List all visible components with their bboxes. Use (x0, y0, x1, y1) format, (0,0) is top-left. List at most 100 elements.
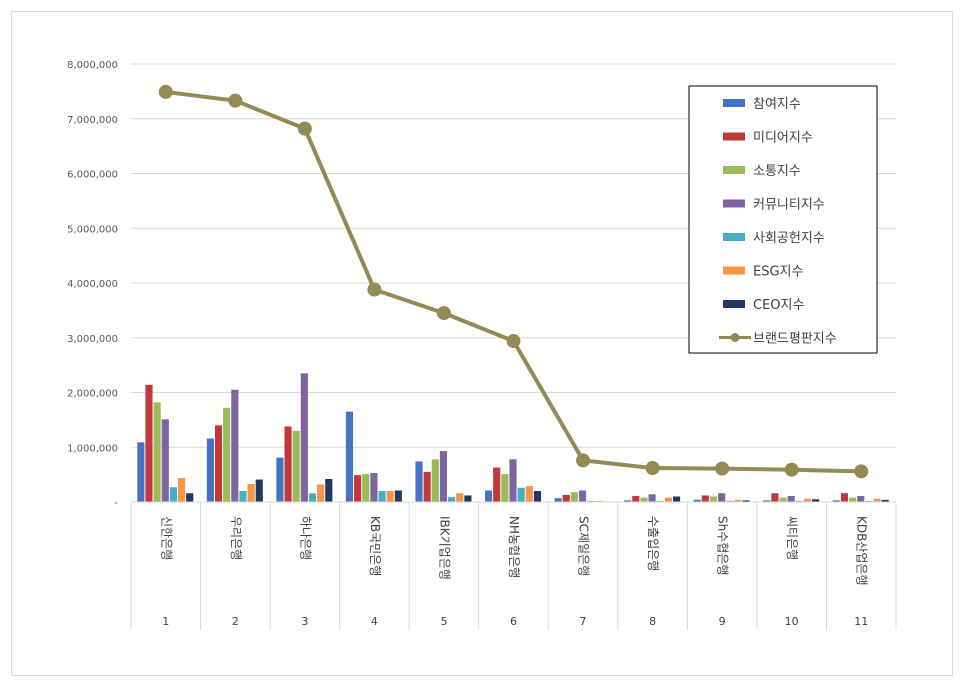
legend-label: 미디어지수 (753, 131, 813, 146)
bar (701, 495, 709, 502)
bar (832, 500, 840, 502)
x-tick-label: 6 (510, 615, 517, 628)
bar (484, 490, 493, 502)
bar-series (137, 373, 889, 502)
bar (771, 493, 779, 502)
legend-label: 브랜드평판지수 (753, 332, 837, 347)
x-category-name: KDB산업은행 (855, 516, 870, 586)
bar (648, 494, 656, 502)
bar (501, 474, 509, 502)
bar (137, 442, 145, 502)
line-point (784, 462, 799, 477)
bar (284, 426, 292, 502)
bar (533, 491, 542, 502)
bar (763, 500, 771, 502)
legend-label: 소통지수 (753, 164, 801, 179)
bar (255, 479, 263, 502)
bar (145, 384, 153, 502)
y-tick-label: 6,000,000 (67, 170, 118, 181)
legend-box (688, 85, 878, 354)
bar (169, 487, 177, 502)
legend-swatch (723, 166, 745, 174)
x-category-name: 씨티은행 (785, 516, 800, 560)
bar (624, 500, 632, 502)
bar (161, 419, 169, 502)
y-tick-label: - (114, 498, 118, 509)
bar (354, 475, 362, 502)
bar (672, 496, 681, 502)
bar (415, 461, 423, 502)
line-series (158, 84, 869, 479)
line-point (436, 306, 451, 321)
legend-label: 참여지수 (753, 97, 801, 112)
line-point (228, 93, 243, 108)
x-category-name: 신한은행 (159, 516, 174, 560)
y-tick-label: 1,000,000 (67, 443, 118, 454)
bar (849, 497, 857, 502)
bar (464, 495, 472, 502)
y-tick-label: 4,000,000 (67, 279, 118, 290)
legend-swatch (723, 132, 745, 141)
x-tick-label: 2 (232, 615, 239, 628)
legend-label: 사회공헌지수 (753, 231, 825, 246)
bar (787, 495, 795, 502)
x-category-name: KB국민은행 (368, 516, 383, 576)
bar (214, 425, 223, 502)
bar (726, 500, 734, 502)
x-category-name: NH농협은행 (507, 516, 522, 578)
bar (448, 497, 456, 502)
x-tick-label: 8 (649, 615, 656, 628)
x-category-name: 하나은행 (298, 516, 313, 560)
y-tick-label: 5,000,000 (67, 224, 118, 235)
bar (570, 492, 578, 502)
line-point (854, 464, 869, 479)
x-tick-label: 9 (719, 615, 726, 628)
bar (378, 491, 386, 502)
bar (656, 500, 664, 502)
legend-swatch (723, 300, 745, 308)
y-tick-label: 2,000,000 (67, 389, 118, 400)
x-tick-label: 5 (440, 615, 447, 628)
bar (223, 407, 231, 502)
bar (386, 491, 394, 502)
y-tick-label: 7,000,000 (67, 115, 118, 126)
bar (632, 495, 640, 502)
bar (554, 498, 562, 502)
legend-swatch (723, 199, 745, 208)
x-category-name: IBK기업은행 (437, 516, 452, 580)
y-tick-label: 8,000,000 (67, 60, 118, 71)
legend-marker (730, 333, 740, 342)
line-point (506, 334, 521, 349)
bar (308, 493, 317, 502)
line-point (715, 461, 730, 476)
bar (276, 457, 284, 502)
bar (300, 373, 308, 502)
legend-label: 커뮤니티지수 (753, 198, 825, 213)
bar (456, 493, 464, 502)
bar (362, 474, 370, 502)
x-tick-label: 11 (854, 615, 868, 628)
bar (595, 500, 603, 502)
x-category-name: Sh수협은행 (716, 516, 731, 575)
bar (779, 497, 787, 502)
bar (525, 486, 533, 502)
y-tick-label: 3,000,000 (67, 334, 118, 345)
bar (803, 498, 812, 502)
legend-label: CEO지수 (753, 298, 804, 313)
bar (742, 500, 750, 502)
bar (431, 459, 439, 502)
y-axis: - 1,000,000 2,000,000 3,000,000 4,000,000 5,0… (67, 60, 118, 509)
x-tick-label: 3 (301, 615, 308, 628)
bar (587, 500, 595, 502)
bar (153, 402, 161, 502)
x-tick-label: 4 (371, 615, 378, 628)
line-point (576, 453, 591, 468)
bar (370, 472, 378, 502)
line-point (367, 282, 382, 297)
bar (795, 500, 803, 502)
bar (562, 494, 570, 502)
bar (509, 459, 517, 502)
bar (247, 483, 255, 502)
